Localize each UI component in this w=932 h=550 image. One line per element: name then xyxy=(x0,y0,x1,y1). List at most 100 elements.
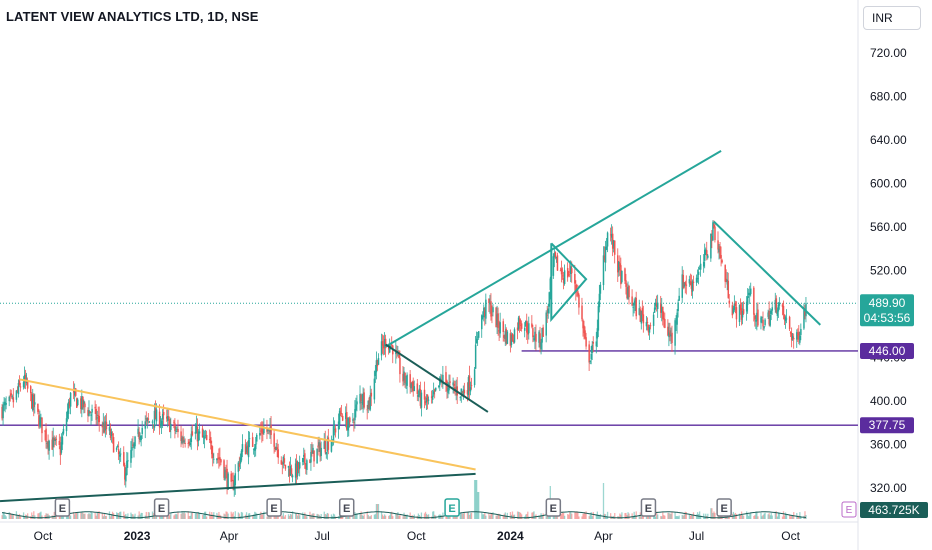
earnings-marker-label: E xyxy=(645,503,652,515)
candle-body xyxy=(702,261,705,267)
volume-bar xyxy=(782,511,785,519)
volume-bar xyxy=(412,516,414,519)
volume-bar xyxy=(17,516,20,519)
volume-bar xyxy=(516,511,519,519)
candle-body xyxy=(189,442,192,446)
volume-bar xyxy=(527,511,529,519)
candle-body xyxy=(195,425,198,434)
volume-bar xyxy=(742,515,745,519)
candle-body xyxy=(516,327,519,331)
volume-bar xyxy=(232,512,234,519)
volume-bar xyxy=(77,512,79,519)
candle-body xyxy=(361,402,363,403)
volume-bar xyxy=(262,513,264,519)
candle-body xyxy=(609,234,612,236)
volume-bar xyxy=(621,512,623,519)
candle-body xyxy=(158,411,161,428)
earnings-marker-label: E xyxy=(720,503,727,515)
volume-bar xyxy=(141,512,143,519)
candle-body xyxy=(51,439,53,450)
candle-body xyxy=(325,452,328,455)
candle-body xyxy=(613,240,616,255)
candle-body xyxy=(627,286,629,299)
candle-body xyxy=(532,328,534,338)
candle-body xyxy=(339,413,342,414)
volume-bar xyxy=(46,513,48,519)
volume-bar xyxy=(38,513,40,519)
earnings-marker-icon[interactable]: E xyxy=(266,498,282,517)
candle-body xyxy=(533,338,535,340)
candle-body xyxy=(689,281,692,285)
volume-bar xyxy=(170,512,172,519)
candle-body xyxy=(15,390,18,400)
volume-bar xyxy=(461,513,463,519)
candle-body xyxy=(720,255,722,259)
candle-body xyxy=(488,298,490,303)
candle-body xyxy=(707,255,709,258)
candle-body xyxy=(717,240,719,250)
candle-body xyxy=(746,296,749,305)
candle-body xyxy=(475,338,478,344)
volume-bar xyxy=(490,513,492,519)
earnings-marker-icon[interactable]: E xyxy=(338,498,355,517)
earnings-marker-icon[interactable]: E xyxy=(545,498,562,517)
volume-bar xyxy=(424,511,427,519)
candle-body xyxy=(176,429,178,431)
candle-body xyxy=(166,416,168,419)
candle-body xyxy=(37,403,39,412)
volume-bar xyxy=(269,514,271,519)
volume-bar xyxy=(281,515,283,519)
time-tick-label: Oct xyxy=(34,529,53,543)
volume-bar xyxy=(695,514,698,519)
volume-bar xyxy=(203,511,206,519)
candle-body xyxy=(800,328,802,335)
volume-bar xyxy=(402,516,404,519)
candle-body xyxy=(545,312,547,336)
volume-bar xyxy=(84,513,86,519)
candle-body xyxy=(287,466,290,468)
candle-body xyxy=(72,390,75,393)
volume-bar xyxy=(511,511,514,519)
candle-body xyxy=(626,287,628,299)
candle-body xyxy=(692,281,695,283)
earnings-marker-icon[interactable]: E xyxy=(444,498,460,517)
earnings-marker-icon[interactable]: E xyxy=(54,498,71,517)
candle-body xyxy=(660,304,662,313)
candle-body xyxy=(359,393,361,404)
volume-bar xyxy=(33,511,35,519)
candle-body xyxy=(382,344,385,349)
earnings-marker-icon[interactable]: E xyxy=(153,498,170,517)
candle-body xyxy=(254,443,257,450)
candle-body xyxy=(338,410,341,425)
candle-body xyxy=(453,383,455,386)
candle-body xyxy=(349,417,351,423)
volume-bar xyxy=(167,514,169,519)
candle-body xyxy=(468,375,471,392)
candle-body xyxy=(577,291,579,296)
volume-bar xyxy=(798,515,800,519)
volume-bar xyxy=(296,513,298,519)
volume-bar xyxy=(614,512,616,519)
earnings-marker-icon[interactable]: E xyxy=(640,498,657,517)
candle-body xyxy=(681,274,683,298)
volume-bar xyxy=(291,511,294,519)
volume-bar xyxy=(169,514,171,519)
volume-bar xyxy=(791,516,793,519)
volume-bar xyxy=(67,515,70,519)
currency-selector[interactable]: INR xyxy=(863,6,921,30)
candle-body xyxy=(174,423,176,431)
candle-body xyxy=(197,431,200,442)
candle-body xyxy=(302,457,304,463)
candle-body xyxy=(685,284,688,286)
candle-body xyxy=(498,330,500,332)
earnings-marker-icon[interactable]: E xyxy=(716,498,732,517)
volume-bar xyxy=(306,516,308,519)
candle-body xyxy=(145,418,148,420)
time-tick-label: 2024 xyxy=(497,529,524,543)
candle-body xyxy=(620,265,622,285)
volume-bar xyxy=(138,511,140,519)
price-tick-label: 720.00 xyxy=(870,46,907,60)
candle-body xyxy=(5,403,7,405)
candle-body xyxy=(201,428,204,438)
